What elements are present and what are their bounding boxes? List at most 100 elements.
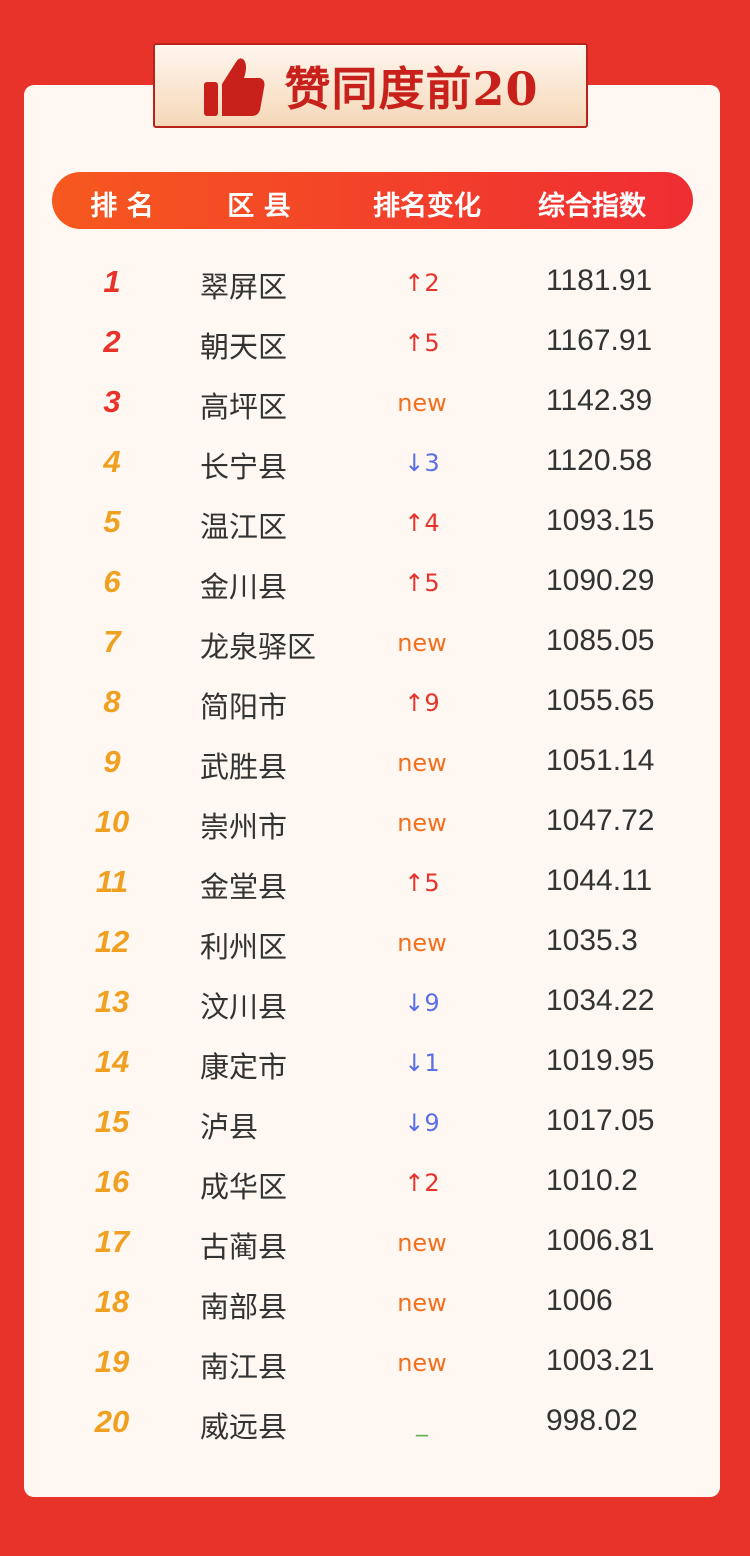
rank-change: ↑5 — [404, 869, 440, 897]
composite-index: 1051.14 — [546, 744, 655, 777]
table-row: 2 朝天区 ↑5 1167.91 — [24, 314, 720, 374]
thumbs-up-icon — [204, 57, 265, 116]
table-row: 11 金堂县 ↑5 1044.11 — [24, 854, 720, 914]
rank-number: 6 — [103, 564, 121, 599]
table-row: 7 龙泉驿区 new 1085.05 — [24, 614, 720, 674]
table-row: 20 威远县 _ 998.02 — [24, 1394, 720, 1454]
district-name: 长宁县 — [200, 450, 288, 484]
table-row: 15 泸县 ↓9 1017.05 — [24, 1094, 720, 1154]
rank-number: 16 — [94, 1164, 130, 1199]
district-name: 南江县 — [200, 1350, 288, 1384]
rank-number: 9 — [103, 744, 121, 779]
composite-index: 1120.58 — [546, 444, 653, 477]
composite-index: 1019.95 — [546, 1044, 655, 1077]
table-row: 12 利州区 new 1035.3 — [24, 914, 720, 974]
rank-number: 3 — [103, 384, 121, 419]
rank-change: new — [397, 389, 447, 417]
rank-number: 19 — [94, 1344, 130, 1379]
composite-index: 1093.15 — [546, 504, 655, 537]
composite-index: 1034.22 — [546, 984, 655, 1017]
district-name: 泸县 — [200, 1110, 259, 1144]
rank-number: 15 — [94, 1104, 130, 1139]
header-index: 综合指数 — [538, 191, 646, 222]
title-banner: 赞同度前20 — [153, 43, 588, 128]
rank-change: ↑5 — [404, 329, 440, 357]
header-change: 排名变化 — [373, 191, 481, 222]
rank-change: new — [397, 749, 447, 777]
header-rank: 排 名 — [90, 191, 154, 222]
rank-change: new — [397, 1229, 447, 1257]
table-row: 4 长宁县 ↓3 1120.58 — [24, 434, 720, 494]
district-name: 武胜县 — [200, 750, 288, 784]
rank-change: new — [397, 1349, 447, 1377]
rank-number: 17 — [94, 1224, 130, 1259]
composite-index: 1006 — [546, 1284, 613, 1317]
district-name: 金堂县 — [200, 870, 288, 904]
table-row: 19 南江县 new 1003.21 — [24, 1334, 720, 1394]
district-name: 威远县 — [200, 1410, 288, 1444]
composite-index: 1085.05 — [546, 624, 655, 657]
district-name: 高坪区 — [200, 390, 288, 424]
composite-index: 998.02 — [546, 1404, 638, 1437]
rank-number: 11 — [95, 864, 129, 899]
rank-change: ↑2 — [404, 1169, 440, 1197]
composite-index: 1047.72 — [546, 804, 655, 837]
district-name: 利州区 — [200, 930, 288, 964]
composite-index: 1090.29 — [546, 564, 655, 597]
rank-number: 10 — [94, 804, 130, 839]
rank-number: 8 — [103, 684, 121, 719]
table-row: 17 古蔺县 new 1006.81 — [24, 1214, 720, 1274]
district-name: 崇州市 — [200, 810, 288, 844]
table-row: 5 温江区 ↑4 1093.15 — [24, 494, 720, 554]
rank-change: new — [397, 1289, 447, 1317]
district-name: 南部县 — [200, 1290, 288, 1324]
rank-change: ↓9 — [404, 989, 440, 1017]
rank-number: 7 — [103, 624, 121, 659]
district-name: 成华区 — [200, 1170, 288, 1204]
district-name: 翠屏区 — [200, 270, 288, 304]
rank-number: 13 — [94, 984, 130, 1019]
table-row: 13 汶川县 ↓9 1034.22 — [24, 974, 720, 1034]
table-row: 1 翠屏区 ↑2 1181.91 — [24, 254, 720, 314]
composite-index: 1055.65 — [546, 684, 655, 717]
rank-change: new — [397, 629, 447, 657]
rank-change: ↑9 — [404, 689, 440, 717]
district-name: 温江区 — [200, 510, 288, 544]
table-row: 6 金川县 ↑5 1090.29 — [24, 554, 720, 614]
rank-number: 18 — [94, 1284, 130, 1319]
rank-number: 20 — [94, 1404, 130, 1439]
rank-number: 1 — [103, 264, 121, 299]
rank-number: 14 — [94, 1044, 130, 1079]
table-row: 9 武胜县 new 1051.14 — [24, 734, 720, 794]
rank-number: 2 — [103, 324, 121, 359]
table-row: 8 简阳市 ↑9 1055.65 — [24, 674, 720, 734]
rank-number: 12 — [94, 924, 130, 959]
table-row: 3 高坪区 new 1142.39 — [24, 374, 720, 434]
district-name: 朝天区 — [200, 330, 288, 364]
rank-change: _ — [416, 1409, 428, 1437]
page-title: 赞同度前20 — [284, 61, 539, 116]
composite-index: 1167.91 — [546, 324, 653, 357]
composite-index: 1181.91 — [546, 264, 653, 297]
district-name: 龙泉驿区 — [200, 630, 317, 664]
table-row: 14 康定市 ↓1 1019.95 — [24, 1034, 720, 1094]
table-row: 10 崇州市 new 1047.72 — [24, 794, 720, 854]
district-name: 简阳市 — [200, 690, 288, 724]
composite-index: 1003.21 — [546, 1344, 655, 1377]
district-name: 汶川县 — [200, 990, 288, 1024]
composite-index: 1044.11 — [546, 864, 653, 897]
rank-change: new — [397, 929, 447, 957]
composite-index: 1017.05 — [546, 1104, 655, 1137]
rank-number: 5 — [103, 504, 121, 539]
rank-change: ↑4 — [404, 509, 440, 537]
ranking-card — [24, 85, 720, 1497]
district-name: 古蔺县 — [200, 1230, 288, 1264]
district-name: 金川县 — [200, 570, 288, 604]
composite-index: 1010.2 — [546, 1164, 638, 1197]
rank-change: ↑2 — [404, 269, 440, 297]
rank-change: ↓3 — [404, 449, 440, 477]
table-header: 排 名 区 县 排名变化 综合指数 — [52, 172, 693, 229]
composite-index: 1142.39 — [546, 384, 653, 417]
header-district: 区 县 — [227, 191, 291, 222]
district-name: 康定市 — [200, 1050, 288, 1084]
